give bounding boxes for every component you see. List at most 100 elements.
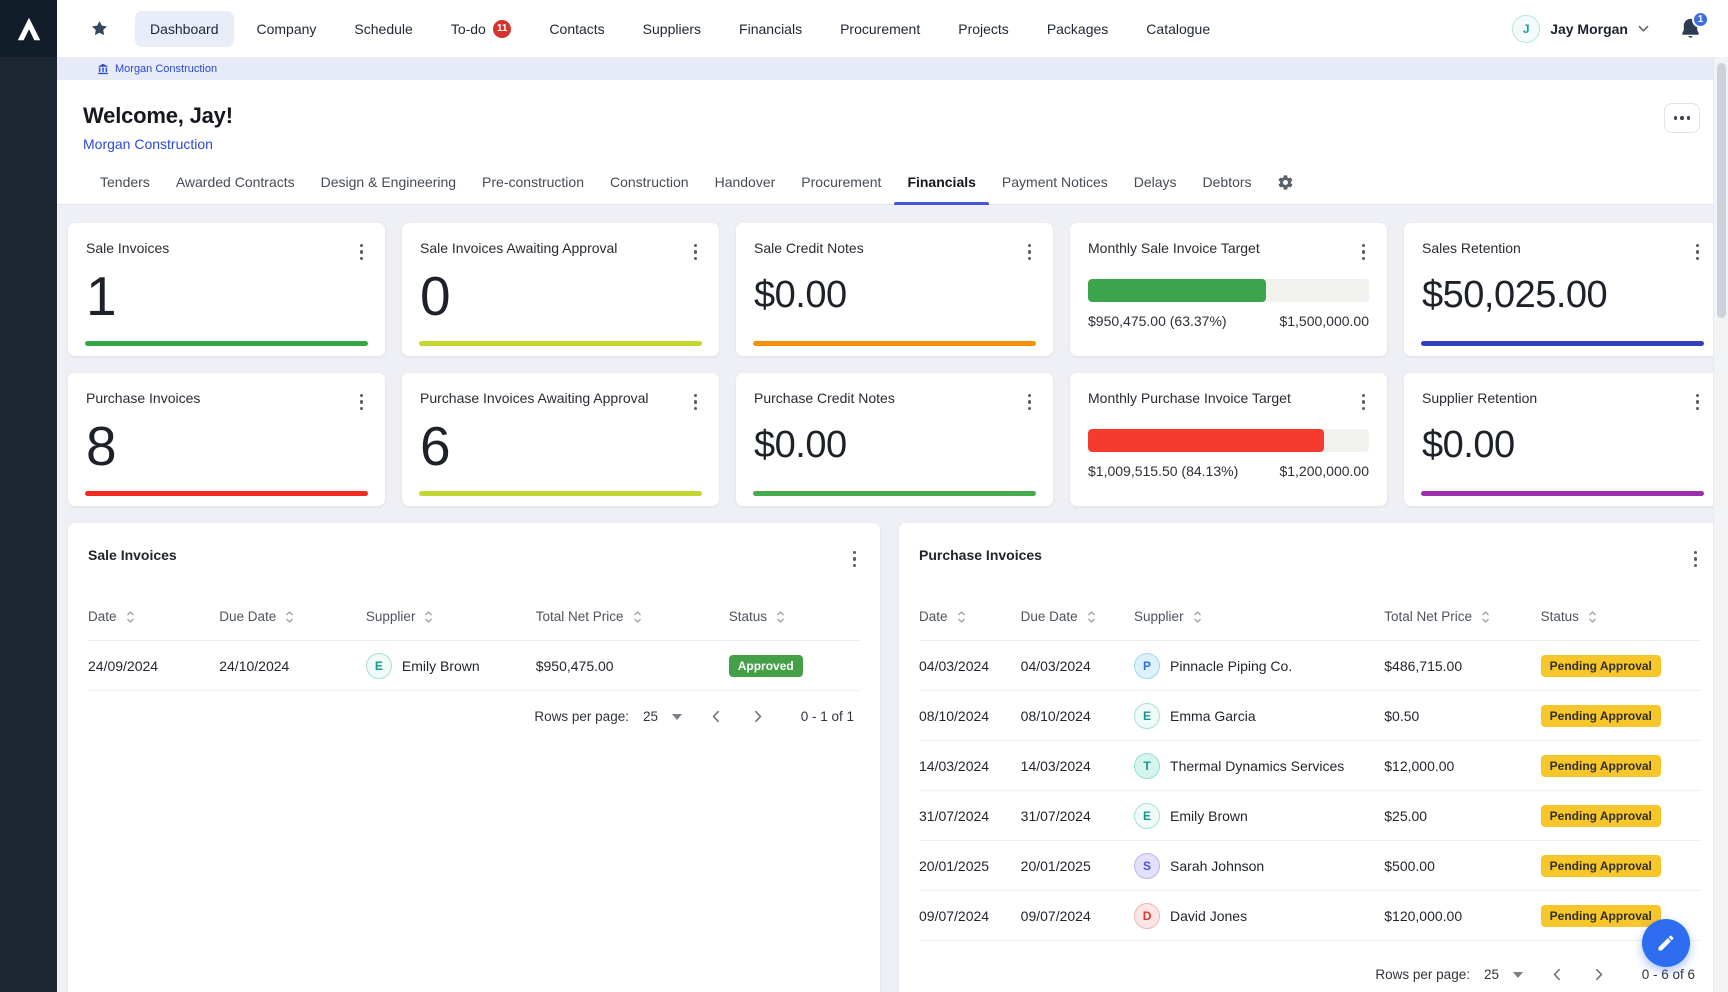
rows-per-page-select[interactable]: Rows per page: 25 bbox=[534, 709, 682, 724]
cell-total-net-price: $120,000.00 bbox=[1384, 908, 1540, 924]
kebab-menu-icon[interactable] bbox=[1692, 240, 1704, 264]
table-row[interactable]: 14/03/2024 14/03/2024 T Thermal Dynamics… bbox=[919, 741, 1701, 791]
top-nav-item[interactable]: Financials bbox=[724, 11, 817, 47]
rows-per-page-select[interactable]: Rows per page: 25 bbox=[1375, 967, 1523, 982]
top-nav-item[interactable]: Catalogue bbox=[1131, 11, 1225, 47]
tab[interactable]: Awarded Contracts bbox=[163, 160, 308, 204]
tab-label: Delays bbox=[1134, 174, 1177, 190]
previous-page-button[interactable] bbox=[708, 706, 724, 727]
top-nav-item[interactable]: Company bbox=[242, 11, 332, 47]
sale-invoices-table-card: Sale Invoices Date Due Date bbox=[68, 523, 880, 992]
cell-supplier-name: Emily Brown bbox=[1170, 808, 1248, 824]
app-logo[interactable] bbox=[0, 0, 57, 57]
column-header[interactable]: Date bbox=[919, 609, 1021, 624]
kpi-value: 0 bbox=[420, 269, 701, 324]
top-nav-item[interactable]: Procurement bbox=[825, 11, 935, 47]
column-header[interactable]: Supplier bbox=[1134, 609, 1384, 624]
sort-arrows-icon bbox=[285, 610, 294, 624]
tab[interactable]: Procurement bbox=[788, 160, 894, 204]
column-header[interactable]: Date bbox=[88, 609, 219, 624]
table-row[interactable]: 04/03/2024 04/03/2024 P Pinnacle Piping … bbox=[919, 641, 1701, 691]
kebab-menu-icon[interactable] bbox=[1024, 240, 1036, 264]
next-page-button[interactable] bbox=[1591, 964, 1607, 985]
todo-count-badge: 11 bbox=[493, 20, 512, 38]
tab[interactable]: Tenders bbox=[87, 160, 163, 204]
supplier-avatar: D bbox=[1134, 903, 1160, 929]
chevron-left-icon bbox=[712, 710, 720, 723]
progress-target-label: $1,200,000.00 bbox=[1279, 463, 1369, 479]
tab[interactable]: Financials bbox=[894, 160, 988, 204]
column-header[interactable]: Total Net Price bbox=[1384, 609, 1540, 624]
top-nav-item[interactable]: To-do 11 bbox=[436, 10, 527, 48]
table-body: 04/03/2024 04/03/2024 P Pinnacle Piping … bbox=[919, 641, 1701, 941]
tab[interactable]: Design & Engineering bbox=[308, 160, 469, 204]
brand-a-icon bbox=[14, 14, 44, 44]
column-header[interactable]: Status bbox=[1541, 609, 1701, 624]
kpi-card: Sale Credit Notes $0.00 bbox=[736, 223, 1053, 356]
tab[interactable]: Handover bbox=[702, 160, 789, 204]
kebab-menu-icon[interactable] bbox=[356, 390, 368, 414]
top-nav-item-label: Contacts bbox=[549, 21, 604, 37]
column-header[interactable]: Status bbox=[729, 609, 860, 624]
supplier-avatar: E bbox=[1134, 803, 1160, 829]
kebab-menu-icon[interactable] bbox=[849, 547, 861, 571]
table-row[interactable]: 09/07/2024 09/07/2024 D David Jones $120… bbox=[919, 891, 1701, 941]
top-nav-item[interactable]: Contacts bbox=[534, 11, 619, 47]
top-nav-item-label: Company bbox=[257, 21, 317, 37]
kebab-menu-icon[interactable] bbox=[356, 240, 368, 264]
page-more-button[interactable] bbox=[1664, 103, 1700, 133]
column-header[interactable]: Due Date bbox=[219, 609, 366, 624]
table-row[interactable]: 31/07/2024 31/07/2024 E Emily Brown $25.… bbox=[919, 791, 1701, 841]
tab[interactable]: Pre-construction bbox=[469, 160, 597, 204]
notifications-button[interactable]: 1 bbox=[1679, 17, 1702, 40]
tab[interactable]: Construction bbox=[597, 160, 702, 204]
kebab-menu-icon[interactable] bbox=[1358, 240, 1370, 264]
kebab-menu-icon[interactable] bbox=[690, 240, 702, 264]
table-row[interactable]: 08/10/2024 08/10/2024 E Emma Garcia $0.5… bbox=[919, 691, 1701, 741]
top-nav-item[interactable]: Suppliers bbox=[628, 11, 716, 47]
favorites-star-icon[interactable] bbox=[90, 19, 109, 38]
kpi-card: Purchase Invoices Awaiting Approval 6 bbox=[402, 373, 719, 506]
column-header[interactable]: Total Net Price bbox=[536, 609, 729, 624]
kpi-accent-bar bbox=[753, 341, 1036, 346]
edit-fab-button[interactable] bbox=[1642, 919, 1690, 967]
tab[interactable]: Delays bbox=[1121, 160, 1190, 204]
top-nav-item[interactable]: Packages bbox=[1032, 11, 1123, 47]
tab[interactable]: Payment Notices bbox=[989, 160, 1121, 204]
kebab-menu-icon[interactable] bbox=[1692, 390, 1704, 414]
company-link[interactable]: Morgan Construction bbox=[83, 136, 213, 152]
table-row[interactable]: 24/09/2024 24/10/2024 E Emily Brown $950… bbox=[88, 641, 860, 691]
kpi-accent-bar bbox=[753, 491, 1036, 496]
user-menu[interactable]: J Jay Morgan bbox=[1512, 15, 1649, 43]
top-nav-item[interactable]: Projects bbox=[943, 11, 1024, 47]
kebab-menu-icon[interactable] bbox=[1024, 390, 1036, 414]
tabs-settings-button[interactable] bbox=[1265, 160, 1306, 204]
scrollbar-thumb[interactable] bbox=[1717, 63, 1726, 318]
top-nav-item-label: Packages bbox=[1047, 21, 1108, 37]
table-header-row: Date Due Date Supplier bbox=[88, 593, 860, 641]
kebab-menu-icon[interactable] bbox=[690, 390, 702, 414]
column-header[interactable]: Due Date bbox=[1021, 609, 1134, 624]
kebab-menu-icon[interactable] bbox=[1358, 390, 1370, 414]
cell-date: 20/01/2025 bbox=[919, 858, 1021, 874]
previous-page-button[interactable] bbox=[1549, 964, 1565, 985]
next-page-button[interactable] bbox=[750, 706, 766, 727]
rows-per-page-label: Rows per page: bbox=[534, 709, 629, 724]
tab[interactable]: Debtors bbox=[1190, 160, 1265, 204]
kpi-accent-bar bbox=[419, 491, 702, 496]
kpi-title: Sale Credit Notes bbox=[754, 240, 864, 256]
cell-total-net-price: $0.50 bbox=[1384, 708, 1540, 724]
top-nav-item[interactable]: Schedule bbox=[339, 11, 427, 47]
rows-per-page-value: 25 bbox=[643, 709, 658, 724]
progress-target-label: $1,500,000.00 bbox=[1279, 313, 1369, 329]
app-root: Dashboard Company Schedule To-do bbox=[0, 0, 1728, 992]
progress-track bbox=[1088, 429, 1369, 452]
status-badge: Pending Approval bbox=[1541, 805, 1661, 827]
column-header[interactable]: Supplier bbox=[366, 609, 536, 624]
breadcrumb-company[interactable]: Morgan Construction bbox=[115, 63, 217, 75]
kpi-accent-bar bbox=[85, 491, 368, 496]
table-row[interactable]: 20/01/2025 20/01/2025 S Sarah Johnson $5… bbox=[919, 841, 1701, 891]
top-nav-item[interactable]: Dashboard bbox=[135, 11, 234, 47]
kebab-menu-icon[interactable] bbox=[1690, 547, 1702, 571]
caret-down-icon bbox=[1513, 972, 1523, 978]
